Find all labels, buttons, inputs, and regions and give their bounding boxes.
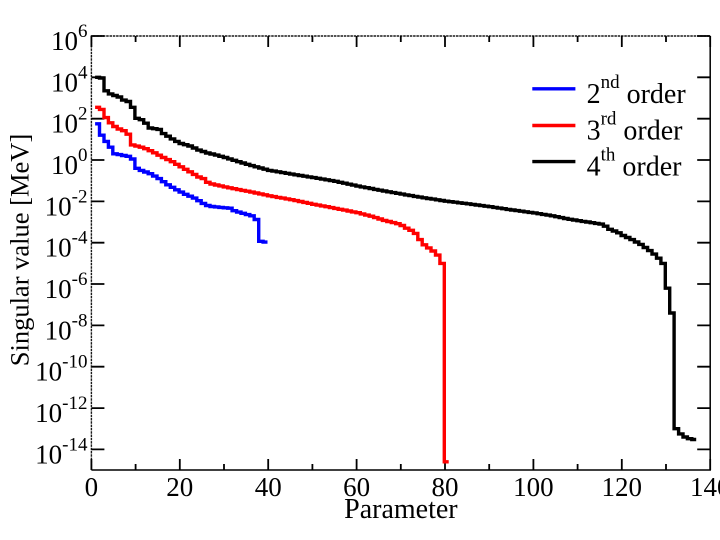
svg-text:10-12: 10-12 [35,393,87,428]
svg-text:0: 0 [85,472,99,502]
svg-text:40: 40 [255,472,282,502]
svg-text:60: 60 [343,472,370,502]
svg-text:10-14: 10-14 [35,434,88,469]
svg-text:80: 80 [432,472,459,502]
svg-text:Parameter: Parameter [344,494,458,525]
svg-text:Singular value [MeV]: Singular value [MeV] [5,134,35,367]
svg-text:140: 140 [690,472,720,502]
svg-text:120: 120 [602,472,643,502]
svg-text:10-2: 10-2 [45,186,88,221]
svg-text:100: 100 [513,472,554,502]
svg-text:20: 20 [166,472,193,502]
svg-text:3rd order: 3rd order [587,109,684,147]
svg-text:2nd order: 2nd order [587,72,687,110]
